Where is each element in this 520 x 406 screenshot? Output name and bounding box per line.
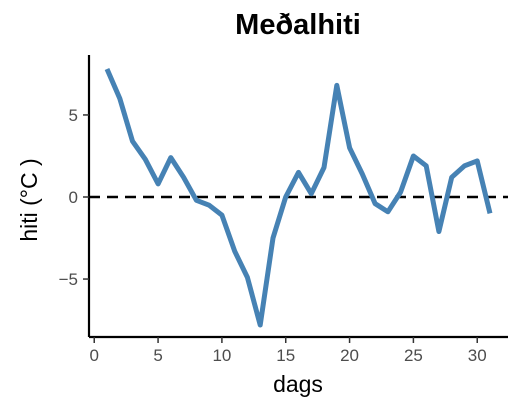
x-tick-label: 15 <box>276 346 295 365</box>
chart-title: Meðalhiti <box>235 9 361 41</box>
x-tick-label: 0 <box>89 346 98 365</box>
y-tick-label: −5 <box>59 270 78 289</box>
x-tick-label: 10 <box>212 346 231 365</box>
x-tick-label: 30 <box>468 346 487 365</box>
series-line <box>104 68 493 328</box>
x-axis-title: dags <box>273 371 323 397</box>
y-tick-label: 5 <box>69 106 78 125</box>
plot-area: 0 5 10 15 20 25 30 5 0 −5 <box>59 55 508 365</box>
x-tick-label: 5 <box>153 346 162 365</box>
x-tick-label: 20 <box>340 346 359 365</box>
y-tick-label: 0 <box>69 188 78 207</box>
y-axis-title: hiti (°C ) <box>16 158 42 241</box>
x-tick-label: 25 <box>404 346 423 365</box>
